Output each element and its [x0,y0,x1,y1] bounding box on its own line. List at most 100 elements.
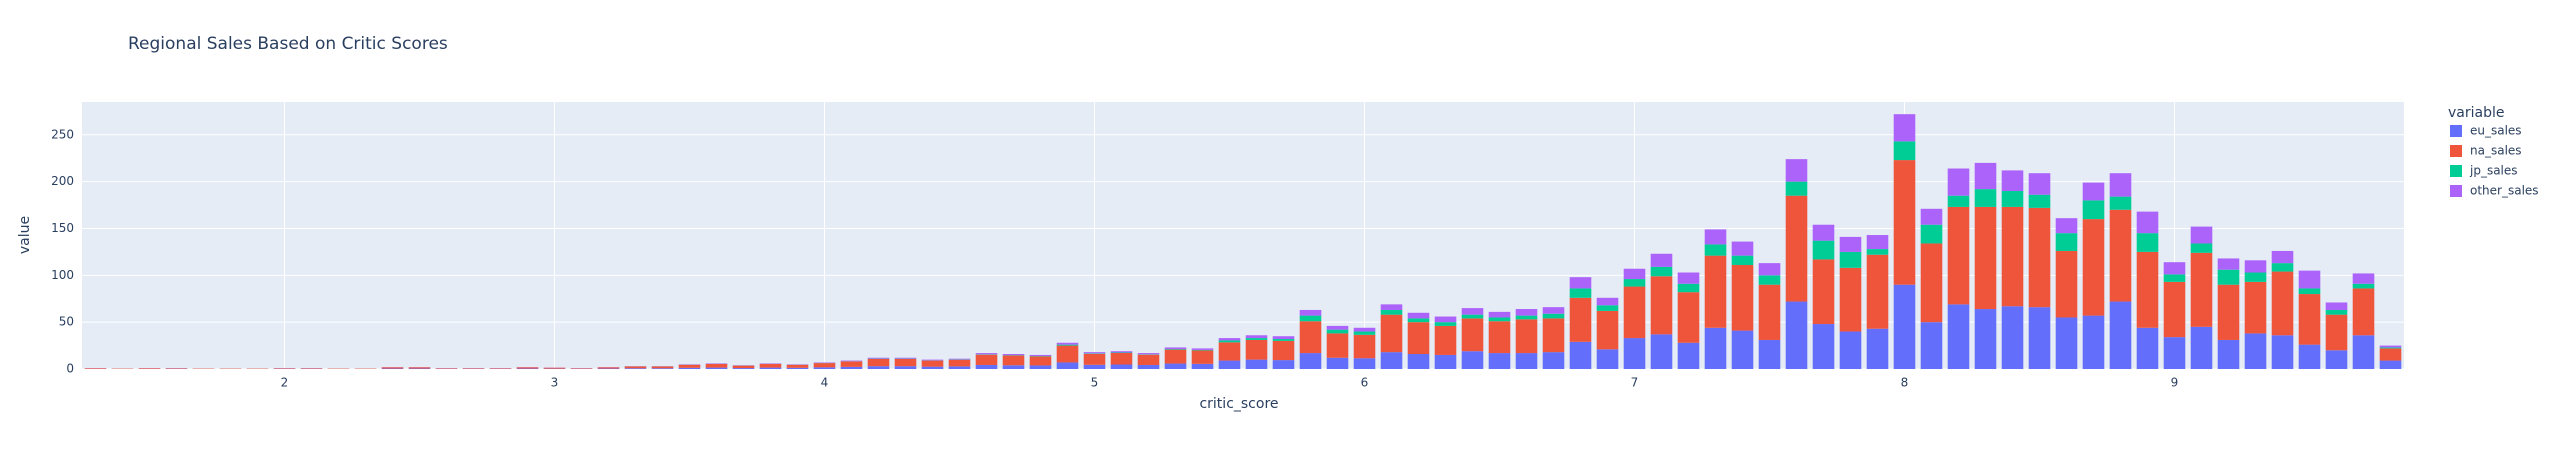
bar-segment [408,367,431,369]
bar-segment [651,368,674,369]
legend-swatch [2450,165,2462,177]
bar-segment [1407,354,1430,369]
bar-segment [2136,327,2159,369]
bar-segment [921,359,944,361]
bar-segment [1785,301,1808,369]
bar-segment [1839,267,1862,332]
bar-segment [948,358,971,360]
bar-segment [705,363,728,368]
bar-segment [2298,288,2321,295]
bar-segment [2082,182,2105,201]
x-tick-label: 7 [1631,376,1639,390]
bar-segment [786,367,809,369]
legend-title: variable [2448,105,2504,121]
bar-segment [2001,170,2024,191]
bar-segment [1272,336,1295,340]
bar-segment [1839,331,1862,369]
bar-segment [2136,211,2159,234]
bar-segment [1623,268,1646,280]
bar-segment [867,357,890,359]
bar-segment [2082,315,2105,369]
legend-label: jp_sales [2469,164,2518,178]
bar-segment [1596,310,1619,350]
bar-segment [1596,305,1619,311]
bars [84,114,2402,369]
bar-segment [1866,254,1889,329]
bar-segment [786,364,809,368]
bar-segment [1488,317,1511,322]
bar-segment [2055,317,2078,369]
bar-segment [1650,334,1673,369]
bar-segment [1866,235,1889,250]
bar-segment [1650,266,1673,277]
bar-segment [1893,141,1916,161]
bar-segment [1380,352,1403,369]
bar-segment [1866,249,1889,255]
bar-segment [1299,321,1322,354]
bar-segment [1596,297,1619,306]
bar-segment [2028,207,2051,308]
bar-segment [867,358,890,367]
bar-segment [1704,244,1727,256]
legend-swatch [2450,185,2462,197]
bar-segment [1056,344,1079,346]
bar-segment [1623,279,1646,287]
bar-segment [2352,273,2375,284]
legend-swatch [2450,125,2462,137]
bar-segment [2001,191,2024,207]
bar-segment [1380,309,1403,315]
bar-segment [597,367,620,369]
bar-segment [2325,302,2348,310]
bar-segment [624,368,647,369]
bar-segment [381,367,404,369]
bar-segment [2109,209,2132,302]
bar-segment [1677,272,1700,284]
bar-segment [1272,360,1295,369]
bar-segment [1353,334,1376,359]
bar-segment [1164,349,1187,350]
bar-segment [1083,353,1106,365]
bar-segment [975,364,998,369]
bar-segment [2352,283,2375,289]
bar-segment [840,360,863,362]
bar-segment [2109,196,2132,210]
bar-segment [1083,352,1106,354]
bar-segment [1893,284,1916,369]
bar-segment [1218,360,1241,369]
bar-segment [759,367,782,369]
bar-segment [1407,318,1430,323]
bar-segment [2379,360,2402,369]
bar-segment [1812,259,1835,325]
bar-segment [1407,312,1430,319]
bar-segment [138,368,161,369]
bar-segment [516,367,539,369]
bar-segment [1677,342,1700,369]
bar-segment [1110,352,1133,365]
bar-segment [1812,240,1835,260]
bar-segment [1515,319,1538,354]
bar-segment [1029,354,1052,356]
bar-segment [462,368,485,369]
bar-segment [1461,318,1484,352]
bar-segment [1110,351,1133,353]
y-tick-label: 150 [51,221,74,235]
bar-segment [2190,326,2213,369]
bar-segment [1272,339,1295,341]
bar-segment [1731,330,1754,369]
y-tick-label: 0 [66,362,74,376]
bar-segment [1758,284,1781,340]
bar-segment [840,366,863,369]
bar-segment [2163,281,2186,338]
bar-segment [1569,297,1592,342]
bar-segment [1623,338,1646,369]
bar-segment [1974,189,1997,207]
bar-segment [1785,181,1808,196]
bar-segment [867,366,890,369]
bar-segment [1731,241,1754,256]
bar-segment [1515,309,1538,316]
bar-segment [2217,284,2240,340]
bar-segment [1191,348,1214,350]
bar-segment [1839,236,1862,252]
bar-segment [2217,339,2240,369]
bar-segment [2109,173,2132,197]
